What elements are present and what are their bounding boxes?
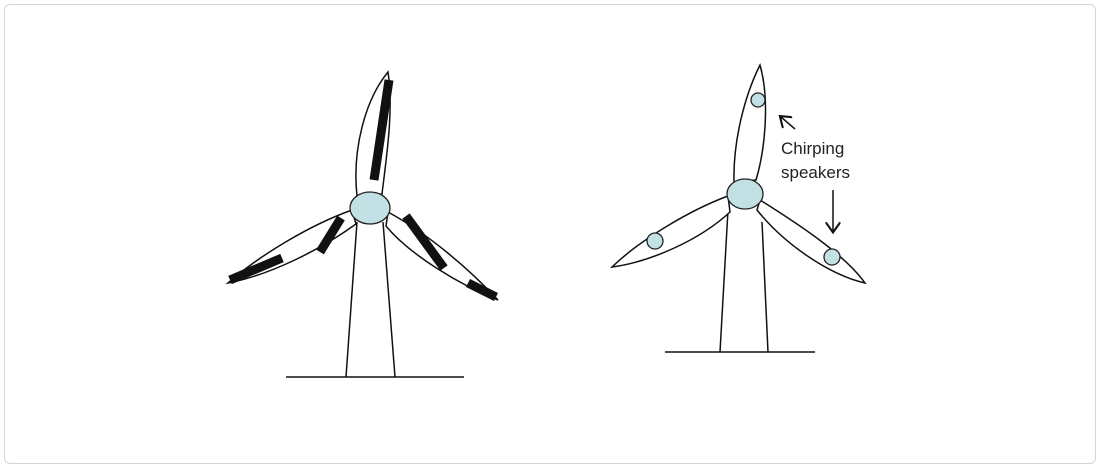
page: Chirping speakers (() => { const data = … bbox=[4, 4, 1096, 464]
figure-card bbox=[4, 4, 1096, 464]
arrow bbox=[781, 117, 796, 130]
annotation-line: speakers bbox=[781, 163, 850, 182]
turbine-speakers bbox=[609, 62, 867, 353]
annotation-line: Chirping bbox=[781, 139, 844, 158]
turbine-black-bars bbox=[225, 70, 499, 378]
diagram: Chirping speakers bbox=[225, 62, 867, 378]
